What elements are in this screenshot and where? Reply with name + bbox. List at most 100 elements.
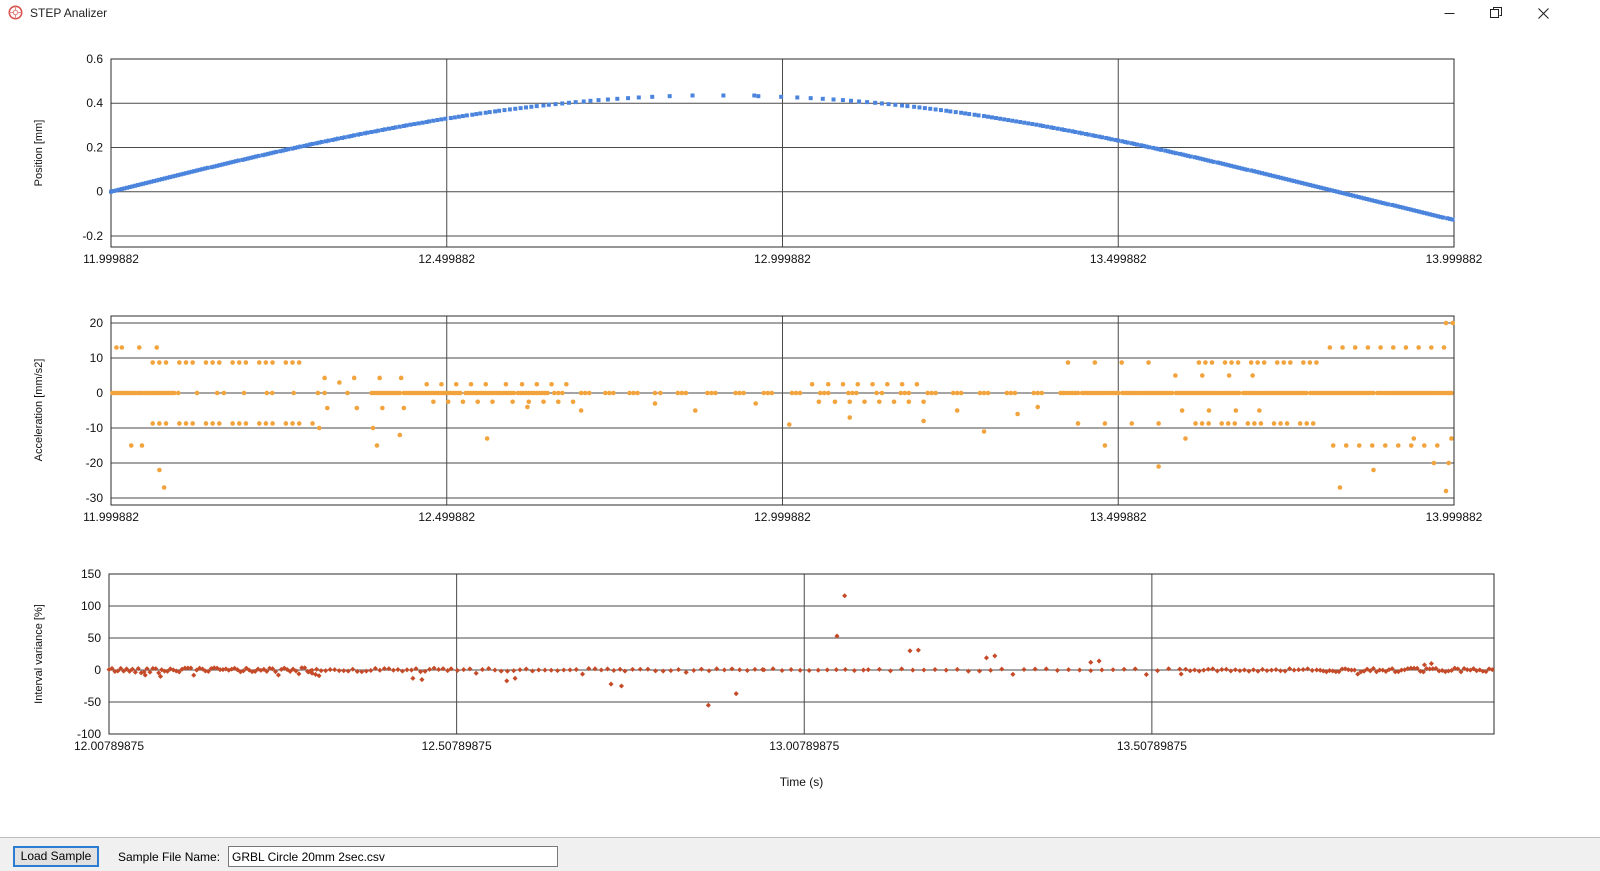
data-point: [151, 179, 156, 184]
data-point: [1010, 118, 1015, 123]
data-point: [243, 157, 248, 162]
data-point: [698, 666, 704, 672]
data-point: [1356, 443, 1362, 448]
data-point: [504, 678, 510, 684]
data-point: [125, 185, 130, 190]
restore-button[interactable]: [1473, 0, 1519, 26]
data-point: [1340, 191, 1345, 196]
data-point: [526, 399, 532, 405]
data-point: [1343, 443, 1349, 448]
data-point: [603, 390, 608, 396]
data-point: [637, 666, 643, 672]
data-point: [461, 667, 467, 673]
data-point: [943, 667, 949, 673]
data-point: [397, 124, 402, 129]
charts-area: 0.6 0.4 0.2 0 -0.2 11.999882 12.499882 12.99988…: [33, 52, 1495, 789]
data-point: [136, 345, 142, 350]
data-point: [1035, 390, 1041, 396]
data-point: [336, 668, 342, 674]
data-point: [1264, 668, 1270, 674]
data-point: [1340, 345, 1345, 350]
data-point: [436, 666, 442, 673]
data-point: [999, 666, 1005, 672]
data-point: [887, 668, 894, 674]
data-point: [1483, 669, 1489, 675]
data-point: [1031, 390, 1037, 396]
x-tick-label: 13.999882: [1426, 252, 1483, 266]
data-point: [1121, 666, 1127, 672]
data-point: [1436, 668, 1442, 674]
data-point: [534, 381, 540, 387]
data-point: [497, 108, 502, 113]
data-point: [1245, 167, 1250, 172]
data-point: [914, 381, 920, 387]
data-point: [197, 167, 202, 172]
data-point: [1427, 212, 1432, 217]
data-point: [652, 401, 658, 406]
data-point: [408, 122, 413, 127]
data-point: [1371, 467, 1376, 473]
data-point: [855, 381, 861, 387]
data-point: [1352, 345, 1358, 350]
data-point: [985, 390, 991, 396]
data-point: [210, 421, 215, 426]
data-point: [581, 99, 586, 104]
data-point: [314, 666, 320, 672]
data-point: [263, 152, 268, 157]
data-point: [578, 390, 584, 396]
data-point: [200, 167, 205, 172]
data-point: [555, 390, 561, 396]
data-point: [523, 105, 528, 110]
data-point: [1203, 360, 1208, 365]
data-point: [1378, 200, 1383, 205]
data-point: [1173, 151, 1178, 156]
data-point: [1414, 208, 1419, 213]
data-point: [1398, 204, 1403, 209]
y-tick-label: 50: [88, 631, 102, 645]
data-point: [1443, 320, 1449, 326]
data-point: [1365, 345, 1371, 350]
data-point: [1428, 661, 1434, 667]
data-point: [1449, 436, 1454, 441]
data-point: [368, 667, 374, 674]
data-point: [263, 360, 269, 365]
data-point: [1378, 345, 1383, 350]
minimize-button[interactable]: [1426, 0, 1472, 26]
close-button[interactable]: [1520, 0, 1566, 26]
data-point: [808, 96, 813, 101]
data-point: [815, 667, 821, 673]
data-point: [1116, 138, 1121, 143]
data-point: [345, 668, 351, 674]
data-point: [139, 443, 145, 448]
data-point: [1343, 191, 1348, 196]
data-point: [1183, 436, 1188, 441]
data-point: [1077, 667, 1083, 673]
data-point: [1146, 360, 1151, 365]
data-point: [1100, 135, 1105, 140]
data-point: [431, 665, 437, 671]
sample-file-name-input[interactable]: [228, 846, 558, 867]
data-point: [1059, 127, 1064, 132]
data-point: [876, 399, 882, 405]
data-point: [332, 667, 338, 673]
data-point: [280, 148, 285, 153]
data-point: [1380, 200, 1385, 205]
data-point: [1314, 360, 1319, 365]
data-point: [541, 399, 546, 405]
data-point: [560, 101, 565, 106]
data-point: [1422, 210, 1427, 215]
data-point: [1088, 668, 1094, 674]
data-point: [1156, 147, 1161, 152]
data-point: [615, 96, 620, 101]
data-point: [498, 668, 504, 674]
data-point: [990, 115, 995, 120]
data-point: [737, 667, 743, 673]
data-point: [788, 667, 794, 673]
data-point: [582, 390, 588, 396]
data-point: [178, 172, 183, 177]
load-sample-button[interactable]: Load Sample: [13, 846, 99, 867]
data-point: [1464, 667, 1470, 673]
data-point: [865, 100, 870, 105]
data-point: [1119, 360, 1124, 365]
data-point: [553, 102, 558, 107]
